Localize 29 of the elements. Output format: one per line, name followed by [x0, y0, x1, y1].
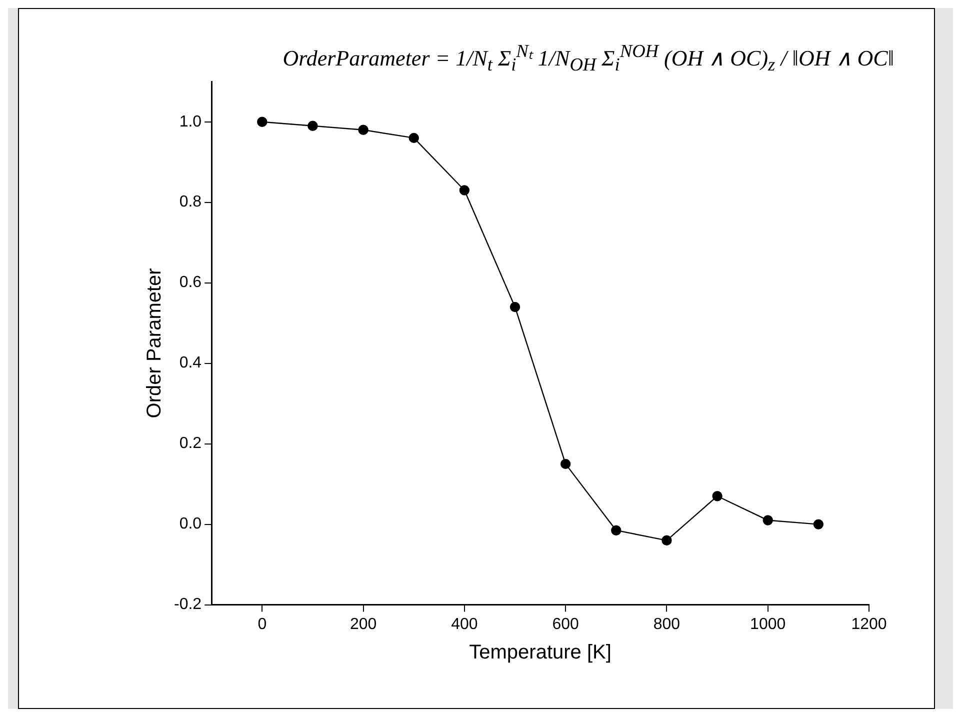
x-tick-label: 400 [451, 616, 478, 633]
y-axis-title: Order Parameter [144, 268, 166, 418]
point [257, 116, 268, 127]
point [611, 525, 622, 536]
y-tick-label: 0.6 [179, 274, 202, 292]
x-tick-label: 1000 [750, 616, 786, 633]
y-tick-label: 1.0 [179, 113, 202, 130]
x-tick-label: 600 [552, 616, 580, 633]
point [459, 185, 470, 196]
point [560, 458, 571, 470]
text: OrderParameter = 1/N$_{t}$ Σ$_{i}$$^{Nₜ}$ 1/N$_{OH}$ Σ$_{i}$$^{NOH}$ (OH ∧ OC)$_{z}$ / ‖OH ∧ OC‖ [282, 41, 894, 75]
y-tick-label: -0.2 [174, 596, 202, 614]
point [408, 132, 419, 144]
point [358, 124, 368, 135]
y-tick-label: 0.2 [179, 435, 202, 452]
point [712, 491, 722, 502]
point [662, 535, 672, 546]
y-tick-label: 0.8 [179, 194, 202, 211]
y-tick-label: 0.4 [179, 354, 202, 372]
x-tick-label: 0 [258, 616, 267, 633]
point [762, 515, 773, 526]
x-tick-label: 200 [350, 616, 377, 633]
y-tick-label: 0.0 [179, 516, 202, 533]
point [308, 120, 318, 131]
point [813, 519, 824, 530]
point [510, 302, 520, 312]
x-tick-label: 1200 [851, 616, 887, 633]
x-tick-label: 800 [653, 616, 680, 633]
x-axis-title: Temperature [K] [469, 642, 612, 664]
